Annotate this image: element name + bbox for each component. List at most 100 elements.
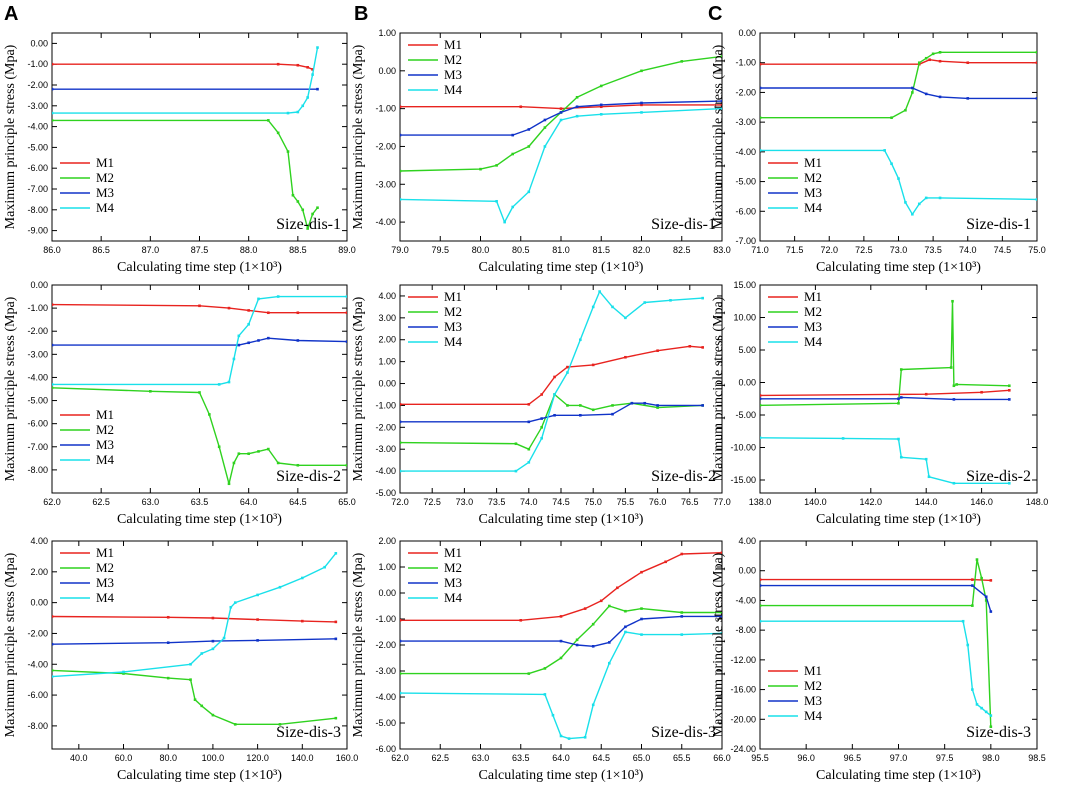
data-point-m2 <box>952 384 956 388</box>
y-axis-label: Maximum principle stress (Mpa) <box>711 552 726 737</box>
x-tick-label: 72.5 <box>423 497 441 507</box>
x-tick-label: 74.0 <box>959 245 977 255</box>
data-point-m2 <box>286 150 290 153</box>
y-tick-label: -4.00 <box>27 372 48 382</box>
y-axis-label: Maximum principle stress (Mpa) <box>351 552 366 737</box>
x-axis-label: Calculating time step (1×10³) <box>816 260 981 275</box>
y-tick-label: -24.00 <box>730 744 756 754</box>
data-point-m1 <box>400 105 402 109</box>
series-line-m4 <box>760 437 1010 484</box>
data-point-m4 <box>323 565 326 569</box>
chart-annotation: Size-dis-2 <box>651 468 716 485</box>
data-point-m4 <box>566 371 569 374</box>
data-point-m4 <box>217 383 221 386</box>
data-point-m3 <box>400 420 402 424</box>
data-point-m4 <box>890 162 893 166</box>
data-point-m2 <box>989 725 993 729</box>
data-point-m1 <box>527 403 531 406</box>
data-point-m3 <box>760 584 762 587</box>
x-tick-label: 138.0 <box>749 497 772 507</box>
series-layer <box>760 51 1037 216</box>
legend-label-m4: M4 <box>804 200 823 215</box>
y-tick-label: 2.00 <box>30 567 48 577</box>
legend-label-m4: M4 <box>96 200 115 215</box>
series-line-m2 <box>52 669 336 725</box>
chart-b3: 62.0 62.5 63.0 63.5 64.0 64.5 65.0 65.5 66.0 2.00… <box>351 536 731 783</box>
data-point-m4 <box>200 652 204 655</box>
y-tick-label: -2.00 <box>375 141 396 151</box>
data-point-m2 <box>400 672 402 675</box>
data-point-m2 <box>559 656 563 660</box>
data-point-m1 <box>664 560 667 564</box>
data-point-m3 <box>971 584 974 587</box>
legend-label-m1: M1 <box>96 545 114 560</box>
y-tick-label: -1.00 <box>27 303 48 313</box>
data-point-m2 <box>680 60 684 63</box>
y-axis-label: Maximum principle stress (Mpa) <box>351 44 366 229</box>
data-point-m2 <box>198 391 201 394</box>
data-point-m3 <box>624 625 627 629</box>
legend-label-m4: M4 <box>444 590 463 605</box>
data-point-m2 <box>52 386 54 390</box>
y-tick-label: -6.00 <box>27 419 48 429</box>
chart-c1: 71.0 71.5 72.0 72.5 73.0 73.5 74.0 74.5 75.0 0.00… <box>711 28 1046 275</box>
data-point-m3 <box>599 103 603 107</box>
data-point-m2 <box>247 452 250 456</box>
data-point-m2 <box>566 404 569 407</box>
legend-label-m2: M2 <box>804 170 822 185</box>
data-point-m2 <box>514 442 518 446</box>
x-tick-label: 74.5 <box>994 245 1012 255</box>
y-tick-label: 1.00 <box>378 562 396 572</box>
data-point-m4 <box>551 713 555 717</box>
chart-annotation: Size-dis-1 <box>966 216 1031 233</box>
data-point-m3 <box>924 92 928 96</box>
data-point-m2 <box>980 576 983 580</box>
data-point-m1 <box>276 62 280 66</box>
data-point-m3 <box>720 99 722 103</box>
y-tick-label: -7.00 <box>735 236 756 246</box>
chart-annotation: Size-dis-2 <box>276 468 341 485</box>
x-tick-label: 65.0 <box>338 497 356 507</box>
data-point-m4 <box>883 149 886 152</box>
y-tick-label: 0.00 <box>378 66 396 76</box>
legend-label-m1: M1 <box>444 289 462 304</box>
data-point-m4 <box>966 643 970 647</box>
data-point-m4 <box>211 647 215 651</box>
plot-frame <box>759 540 1038 750</box>
legend-label-m3: M3 <box>804 185 822 200</box>
x-tick-label: 81.0 <box>552 245 570 255</box>
y-tick-label: -10.00 <box>730 443 756 453</box>
data-point-m3 <box>591 645 595 648</box>
data-point-m4 <box>345 295 347 298</box>
legend-label-m3: M3 <box>444 575 462 590</box>
series-layer <box>760 299 1011 485</box>
data-point-m4 <box>400 691 402 695</box>
data-point-m1 <box>301 619 304 623</box>
data-point-m2 <box>276 461 280 465</box>
y-tick-label: -5.00 <box>27 396 48 406</box>
data-point-m4 <box>559 734 563 738</box>
data-point-m1 <box>971 578 974 581</box>
data-point-m4 <box>257 297 260 301</box>
x-tick-label: 146.0 <box>970 497 993 507</box>
data-point-m2 <box>527 672 531 675</box>
series-layer <box>52 46 319 230</box>
data-point-m4 <box>503 220 506 224</box>
data-point-m3 <box>608 641 611 644</box>
x-tick-label: 98.5 <box>1028 753 1046 763</box>
data-point-m2 <box>227 482 231 486</box>
y-tick-label: -20.00 <box>730 714 756 724</box>
y-tick-label: -7.00 <box>27 184 48 194</box>
data-point-m1 <box>540 393 543 396</box>
series-line-m4 <box>400 290 703 472</box>
x-tick-label: 77.0 <box>713 497 731 507</box>
data-point-m3 <box>400 133 402 137</box>
y-tick-label: -6.00 <box>735 206 756 216</box>
data-point-m2 <box>904 108 907 112</box>
y-tick-label: -7.00 <box>27 442 48 452</box>
data-point-m4 <box>640 633 643 636</box>
y-tick-label: -1.00 <box>735 58 756 68</box>
data-point-m1 <box>296 63 300 67</box>
data-point-m2 <box>232 461 236 465</box>
data-point-m4 <box>559 118 563 122</box>
